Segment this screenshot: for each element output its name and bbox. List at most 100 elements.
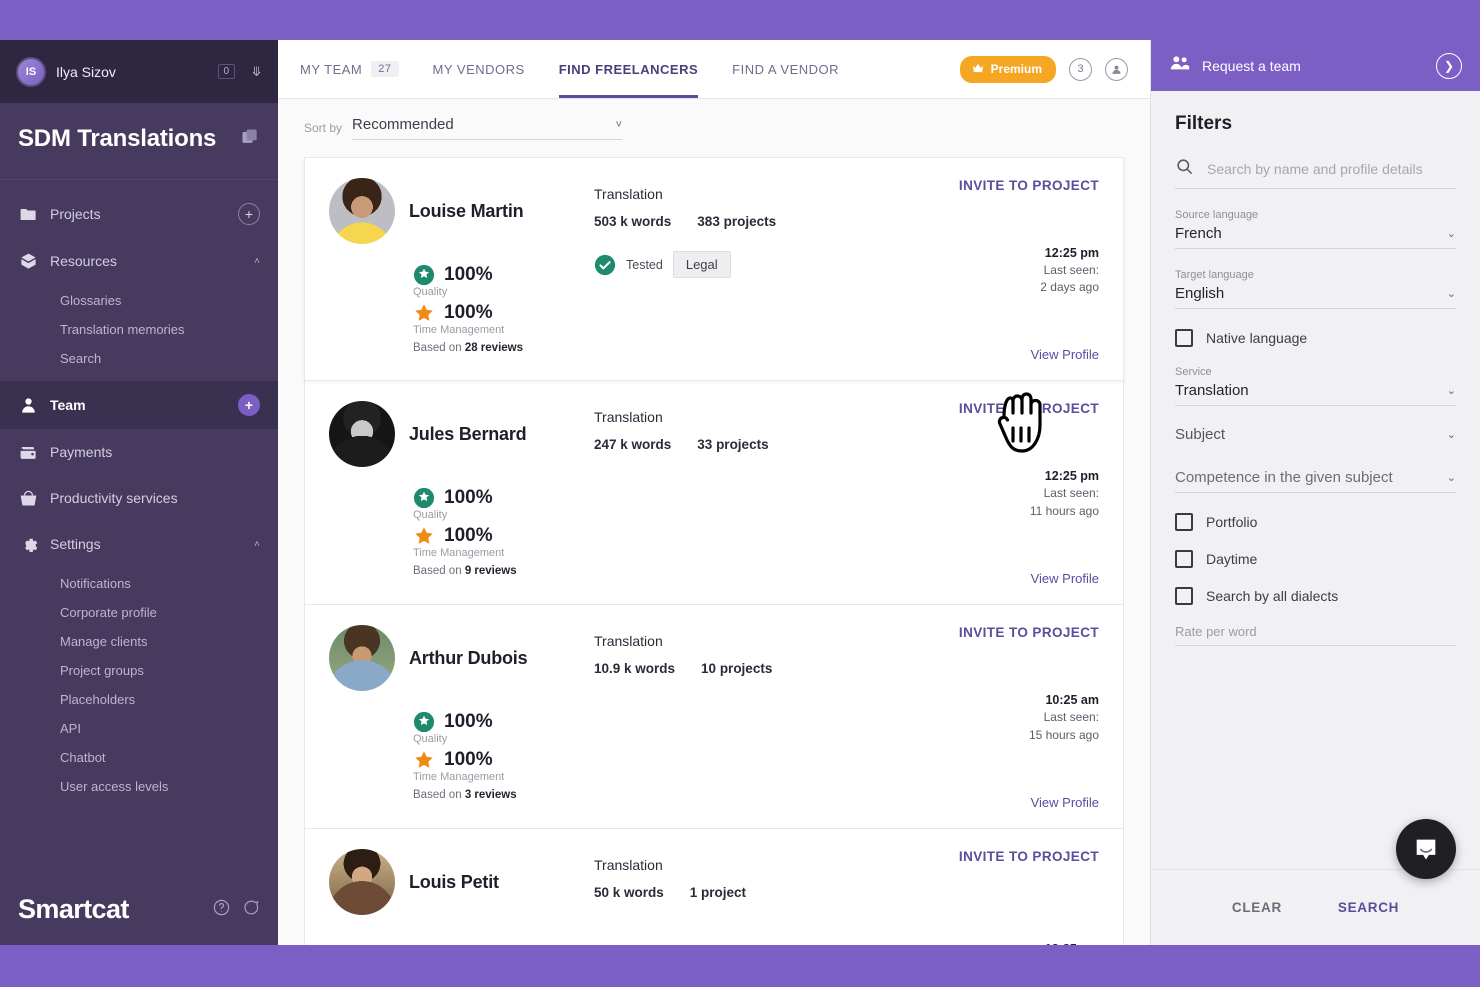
checkbox[interactable] bbox=[1175, 329, 1193, 347]
sidebar-item-productivity-services[interactable]: Productivity services bbox=[0, 475, 278, 521]
reviews-line: Based on 3 reviews bbox=[413, 789, 594, 801]
select-control[interactable]: Rate per word bbox=[1175, 624, 1456, 646]
tested-row: Tested Legal bbox=[594, 251, 919, 278]
quality-value: 100% bbox=[444, 711, 493, 732]
filter-target-language[interactable]: Target language English ⌄ bbox=[1175, 269, 1456, 309]
freelancer-list[interactable]: Louise Martin 100% Quality bbox=[278, 157, 1150, 945]
select-control[interactable]: Subject ⌄ bbox=[1175, 426, 1456, 449]
tab-my-team[interactable]: MY TEAM 27 bbox=[300, 40, 399, 98]
sidebar-item-resources[interactable]: Resources ˄ bbox=[0, 238, 278, 284]
tab-find-freelancers[interactable]: FIND FREELANCERS bbox=[558, 40, 699, 98]
subject-tag[interactable]: Legal bbox=[672, 251, 731, 278]
filter-search-row[interactable] bbox=[1175, 157, 1456, 189]
select-control[interactable]: Competence in the given subject ⌄ bbox=[1175, 469, 1456, 493]
sidebar-user-row[interactable]: IS Ilya Sizov 0 ⤋ bbox=[0, 40, 278, 103]
basket-icon bbox=[18, 488, 38, 508]
search-button[interactable]: SEARCH bbox=[1337, 900, 1400, 915]
sidebar-item-payments[interactable]: Payments bbox=[0, 429, 278, 475]
sidebar-item-team[interactable]: Team + bbox=[0, 381, 278, 429]
invite-to-project-button[interactable]: INVITE TO PROJECT bbox=[958, 625, 1099, 640]
add-team-member-button[interactable]: + bbox=[238, 394, 260, 416]
add-project-button[interactable]: + bbox=[238, 203, 260, 225]
filter-native-language[interactable]: Native language bbox=[1175, 329, 1456, 347]
sidebar-subitem-notifications[interactable]: Notifications bbox=[60, 576, 131, 591]
top-navigation-bar: MY TEAM 27 MY VENDORS FIND FREELANCERS F… bbox=[278, 40, 1150, 99]
checkbox[interactable] bbox=[1175, 587, 1193, 605]
chevron-right-icon[interactable]: ❯ bbox=[1436, 52, 1462, 79]
box-icon bbox=[18, 251, 38, 271]
field-value: Competence in the given subject bbox=[1175, 469, 1393, 486]
chat-icon[interactable] bbox=[241, 898, 260, 922]
sidebar-subitem-translation-memories[interactable]: Translation memories bbox=[60, 322, 185, 337]
last-seen-value: 2 days ago bbox=[1040, 280, 1099, 295]
chevron-up-icon[interactable]: ˄ bbox=[254, 255, 260, 267]
freelancer-card[interactable]: Louis Petit Translation 50 k words 1 pro… bbox=[304, 829, 1124, 945]
view-profile-link[interactable]: View Profile bbox=[1030, 347, 1099, 362]
tab-label: MY VENDORS bbox=[432, 61, 525, 77]
sidebar-subitem-user-access-levels[interactable]: User access levels bbox=[60, 779, 169, 794]
sidebar-subitem-chatbot[interactable]: Chatbot bbox=[60, 750, 106, 765]
sidebar-item-settings[interactable]: Settings ˄ bbox=[0, 521, 278, 567]
invite-to-project-button[interactable]: INVITE TO PROJECT bbox=[958, 849, 1099, 864]
freelancer-card[interactable]: Louise Martin 100% Quality bbox=[304, 157, 1124, 381]
select-control[interactable]: French ⌄ bbox=[1175, 225, 1456, 249]
invite-to-project-button[interactable]: INVITE TO PROJECT bbox=[958, 401, 1099, 416]
view-profile-link[interactable]: View Profile bbox=[1030, 571, 1099, 586]
help-icon[interactable] bbox=[212, 898, 231, 922]
account-icon[interactable] bbox=[1105, 57, 1128, 81]
quality-badge-icon bbox=[413, 264, 435, 286]
sidebar-subitem-placeholders[interactable]: Placeholders bbox=[60, 692, 136, 707]
invite-to-project-button[interactable]: INVITE TO PROJECT bbox=[958, 178, 1099, 193]
select-control[interactable]: Translation ⌄ bbox=[1175, 382, 1456, 406]
search-input[interactable] bbox=[1207, 161, 1456, 177]
sidebar-subitem-project-groups[interactable]: Project groups bbox=[60, 663, 144, 678]
checkbox[interactable] bbox=[1175, 550, 1193, 568]
filter-source-language[interactable]: Source language French ⌄ bbox=[1175, 209, 1456, 249]
avatar bbox=[329, 625, 395, 691]
sidebar-footer: Smartcat bbox=[0, 880, 278, 945]
notifications-button[interactable]: 3 bbox=[1069, 57, 1092, 81]
sidebar-subitem-manage-clients[interactable]: Manage clients bbox=[60, 634, 148, 649]
copy-icon[interactable] bbox=[240, 127, 260, 152]
card-right: INVITE TO PROJECT 10:25 am Last seen: 15… bbox=[919, 625, 1099, 810]
sort-select[interactable]: Recommended ˅ bbox=[352, 116, 623, 140]
chevron-double-down-icon[interactable]: ⤋ bbox=[251, 63, 262, 79]
freelancer-card[interactable]: Arthur Dubois 100% Quality bbox=[304, 605, 1124, 829]
sidebar-org[interactable]: SDM Translations bbox=[0, 103, 278, 179]
filter-competence[interactable]: Competence in the given subject ⌄ bbox=[1175, 469, 1456, 493]
sidebar-subitem-glossaries[interactable]: Glossaries bbox=[60, 293, 122, 308]
filter-service[interactable]: Service Translation ⌄ bbox=[1175, 366, 1456, 406]
filter-portfolio[interactable]: Portfolio bbox=[1175, 513, 1456, 531]
freelancer-name[interactable]: Louis Petit bbox=[409, 871, 499, 892]
filter-subject[interactable]: Subject ⌄ bbox=[1175, 426, 1456, 449]
smartcat-logo: Smartcat bbox=[18, 894, 129, 924]
freelancer-name[interactable]: Louise Martin bbox=[409, 200, 524, 221]
select-control[interactable]: English ⌄ bbox=[1175, 285, 1456, 309]
freelancer-name[interactable]: Jules Bernard bbox=[409, 423, 527, 444]
sidebar-subitem-corporate-profile[interactable]: Corporate profile bbox=[60, 605, 157, 620]
sidebar-subitem-search[interactable]: Search bbox=[60, 351, 102, 366]
sort-by-label: Sort by bbox=[304, 121, 343, 135]
freelancer-name[interactable]: Arthur Dubois bbox=[409, 647, 528, 668]
card-right: INVITE TO PROJECT 12:25 pm Last seen: 2 … bbox=[919, 178, 1099, 362]
tab-find-a-vendor[interactable]: FIND A VENDOR bbox=[732, 40, 839, 98]
filter-rate-per-word[interactable]: Rate per word bbox=[1175, 624, 1456, 646]
time-value: 100% bbox=[444, 525, 493, 546]
sort-bar: Sort by Recommended ˅ bbox=[278, 99, 1150, 157]
filter-search-by-all-dialects[interactable]: Search by all dialects bbox=[1175, 587, 1456, 605]
freelancer-card[interactable]: Jules Bernard 100% Quality bbox=[304, 381, 1124, 605]
premium-button[interactable]: Premium bbox=[959, 55, 1056, 83]
sidebar-subitem-api[interactable]: API bbox=[60, 721, 81, 736]
request-a-team-button[interactable]: Request a team ❯ bbox=[1151, 40, 1480, 91]
sidebar-item-projects[interactable]: Projects + bbox=[0, 190, 278, 238]
people-icon bbox=[1169, 52, 1191, 79]
checkbox[interactable] bbox=[1175, 513, 1193, 531]
tab-my-vendors[interactable]: MY VENDORS bbox=[433, 40, 525, 98]
intercom-chat-icon[interactable] bbox=[1396, 819, 1456, 879]
metrics-row: 247 k words 33 projects bbox=[594, 437, 919, 452]
view-profile-link[interactable]: View Profile bbox=[1030, 795, 1099, 810]
clear-button[interactable]: CLEAR bbox=[1231, 900, 1282, 915]
sidebar-item-label: Payments bbox=[50, 444, 113, 460]
filter-daytime[interactable]: Daytime bbox=[1175, 550, 1456, 568]
chevron-up-icon[interactable]: ˄ bbox=[254, 538, 260, 550]
